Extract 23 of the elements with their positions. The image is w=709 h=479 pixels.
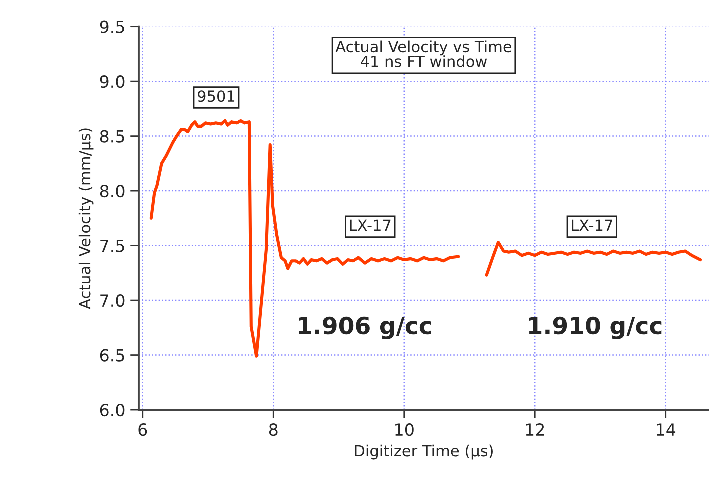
annotation: 1.910 g/cc (529, 316, 662, 340)
line-series (150, 119, 460, 358)
y-axis-title: Actual Velocity (mm/μs) (78, 128, 94, 310)
y-tick-label: 7.0 (100, 294, 125, 308)
x-tick-label: 12 (526, 424, 544, 436)
x-axis-title: Digitizer Time (μs) (355, 444, 493, 460)
x-tick-label: 10 (396, 424, 414, 436)
x-tick-label: 6 (138, 424, 148, 436)
y-tick-label: 7.5 (100, 240, 124, 252)
y-tick-label: 8.5 (100, 130, 124, 143)
y-tick-label: 9.0 (100, 76, 125, 88)
annotation: LX-17 (572, 220, 612, 232)
annotation: LX-17 (350, 220, 391, 232)
y-tick-label: 9.5 (100, 20, 124, 34)
annotation: 9501 (198, 90, 235, 102)
x-tick-label: 8 (269, 424, 278, 436)
x-tick-label: 14 (657, 424, 676, 436)
text: Actual Velocity vs Time 41 ns FT window (336, 40, 512, 68)
y-tick-label: 8.0 (100, 185, 125, 198)
line-series (485, 240, 702, 277)
y-tick-label: 6.5 (100, 349, 124, 362)
annotation: 1.906 g/cc (299, 316, 432, 340)
y-tick-label: 6.0 (100, 404, 125, 417)
